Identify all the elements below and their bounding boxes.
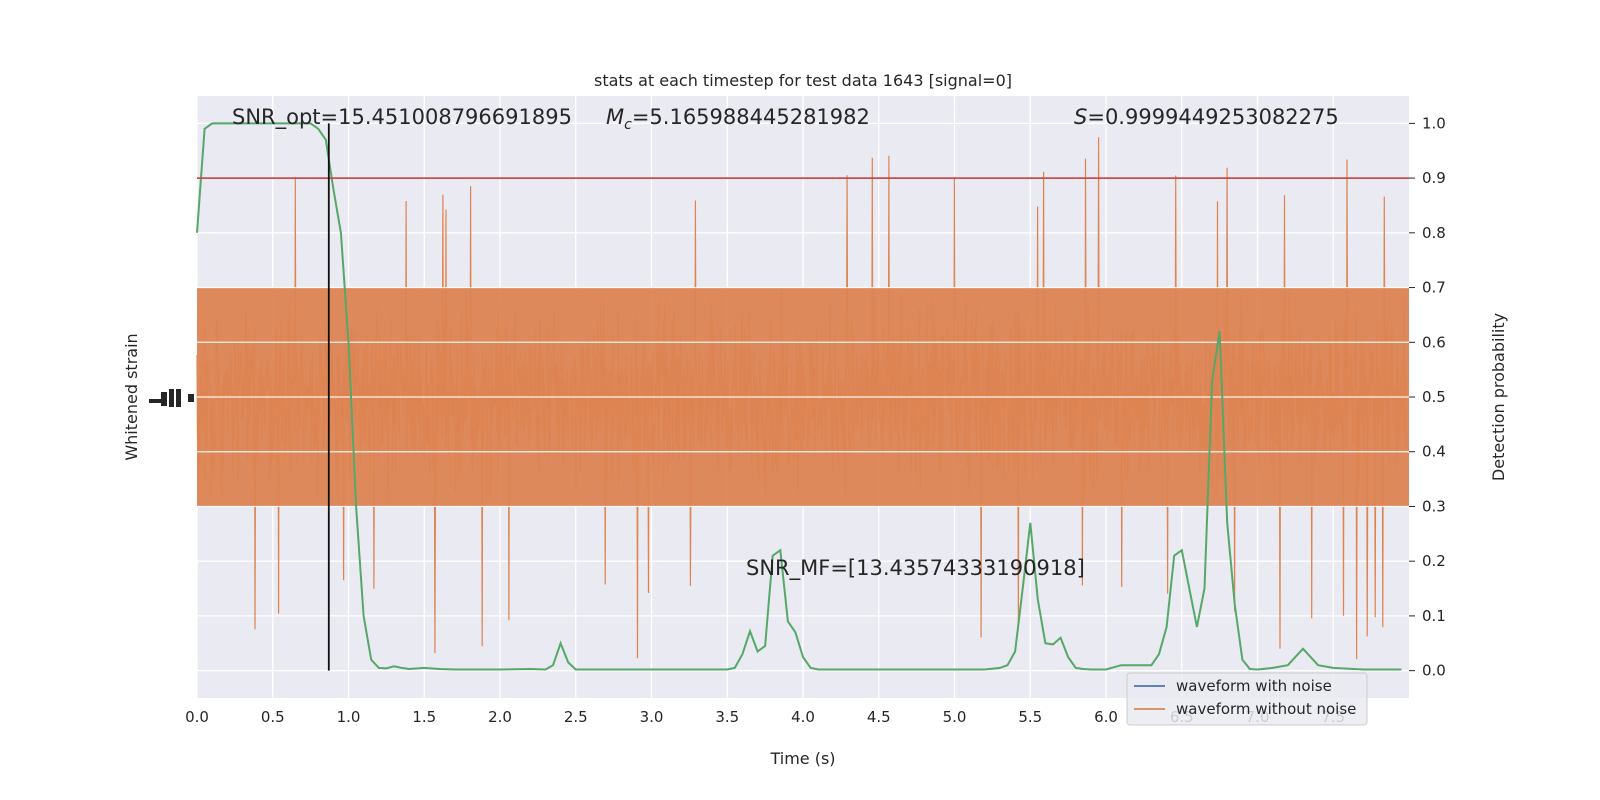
probability-series-layer <box>196 122 1409 671</box>
legend: waveform with noise waveform without noi… <box>1126 672 1368 726</box>
y-tick-label: 0.4 <box>1422 443 1446 461</box>
x-axis-label: Time (s) <box>769 749 835 768</box>
y-tick-label: 0.6 <box>1422 333 1446 351</box>
x-tick-label: 4.5 <box>867 708 891 726</box>
y-axis-left-label: Whitened strain <box>122 333 141 460</box>
x-tick-label: 1.5 <box>412 708 436 726</box>
strain-line-without-noise <box>196 137 1407 660</box>
y-tick-label: 0.3 <box>1422 497 1446 515</box>
x-tick-label: 5.5 <box>1018 708 1042 726</box>
x-tick-label: 2.0 <box>488 708 512 726</box>
x-tick-label: 5.0 <box>943 708 967 726</box>
x-tick-label: 3.0 <box>640 708 664 726</box>
x-tick-label: 2.5 <box>564 708 588 726</box>
y-tick-label: 0.9 <box>1422 169 1446 187</box>
y-tick-label: 1.0 <box>1422 114 1446 132</box>
detection-statistic-annotation: S=0.9999449253082275 <box>1074 105 1339 129</box>
y-tick-label: 0.1 <box>1422 607 1446 625</box>
y-tick-label: 0.5 <box>1422 388 1446 406</box>
y-axis-right-label: Detection probability <box>1489 313 1508 481</box>
x-tick-label: 3.5 <box>715 708 739 726</box>
x-tick-label: 0.0 <box>185 708 209 726</box>
snr-mf-annotation: SNR_MF=[13.43574333190918] <box>746 556 1085 581</box>
x-tick-label: 0.5 <box>261 708 285 726</box>
y-axis-right-ticks: 0.0 0.1 0.2 0.3 0.4 0.5 0.6 0.7 0.8 0.9 1.0 <box>1409 114 1446 680</box>
legend-label-with-noise: waveform with noise <box>1176 677 1332 695</box>
y-tick-label: 0.7 <box>1422 279 1446 297</box>
left-axis-tick-clutter <box>149 389 194 407</box>
chart-title: stats at each timestep for test data 164… <box>594 71 1012 90</box>
strain-series-layer <box>196 137 1409 660</box>
chirp-mass-annotation: Mc=5.165988445281982 <box>606 105 870 133</box>
x-tick-label: 6.0 <box>1094 708 1118 726</box>
y-tick-label: 0.8 <box>1422 224 1446 242</box>
detection-probability-line <box>196 122 1402 671</box>
y-tick-label: 0.2 <box>1422 552 1446 570</box>
x-tick-label: 1.0 <box>337 708 361 726</box>
snr-opt-annotation: SNR_opt=15.451008796691895 <box>232 105 572 130</box>
x-tick-label: 4.0 <box>791 708 815 726</box>
y-tick-label: 0.0 <box>1422 662 1446 680</box>
legend-box <box>1126 672 1368 726</box>
legend-label-without-noise: waveform without noise <box>1176 700 1356 718</box>
